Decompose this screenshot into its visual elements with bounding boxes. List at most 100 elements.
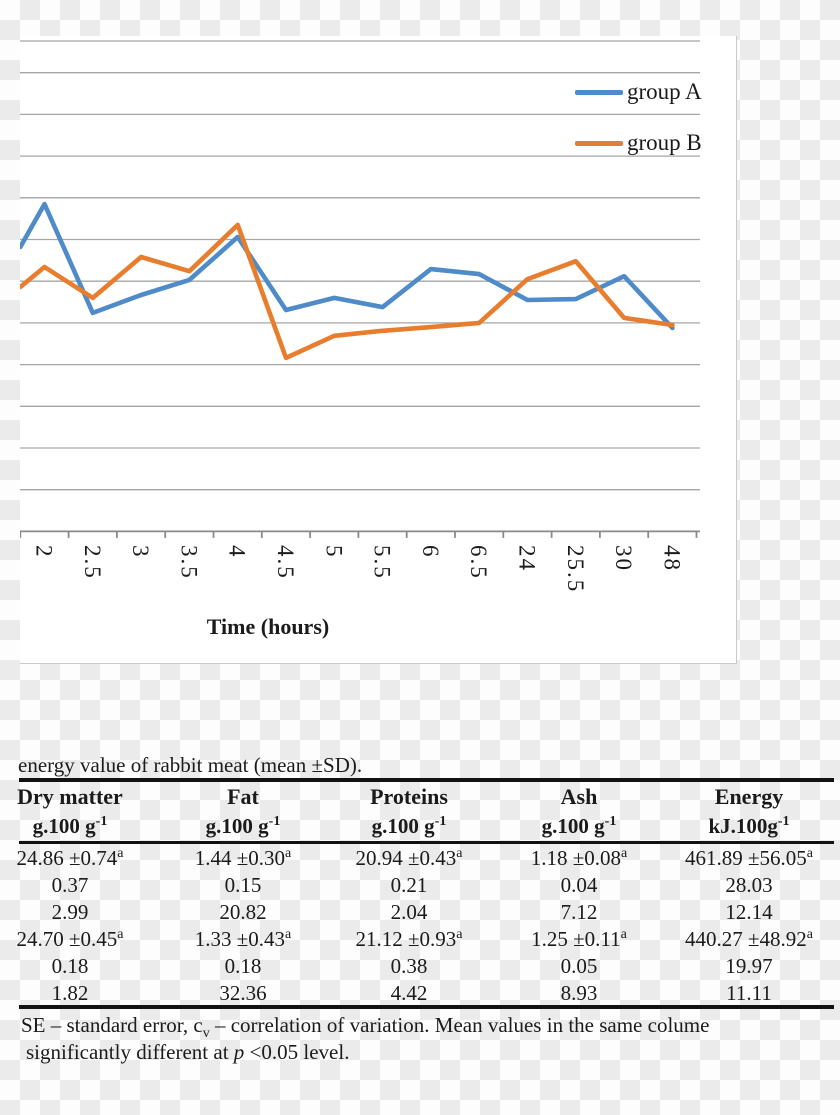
significance-superscript: a (620, 927, 627, 942)
significance-superscript: a (456, 846, 463, 861)
unit-base: kJ.100g (708, 814, 778, 838)
footnote-2-p-italic: p (233, 1040, 245, 1064)
legend-label-group-a: group A (627, 79, 702, 104)
chart-plot-area (20, 40, 700, 538)
x-tick-label-3: 3 (128, 545, 154, 559)
unit-exponent: -1 (604, 814, 617, 829)
cell-r4-c4: 1.25 ±0.11a (494, 926, 664, 952)
cell-value: 20.82 (219, 900, 267, 924)
unit-exponent: -1 (777, 814, 790, 829)
x-tick-label-2: 2 (31, 545, 57, 559)
cell-r3-c1: 2.99 (0, 899, 155, 925)
cell-value: 1.33 ±0.43 (194, 927, 286, 951)
significance-superscript: a (117, 927, 124, 942)
table-top-rule (19, 778, 834, 782)
cell-r6-c4: 8.93 (494, 980, 664, 1006)
cell-value: 24.86 ±0.74 (16, 846, 118, 870)
table-bottom-rule (19, 1005, 834, 1009)
series-line-group-a (20, 201, 675, 331)
cell-r6-c3: 4.42 (324, 980, 494, 1006)
cell-r2-c1: 0.37 (0, 872, 155, 898)
table-header-row: Dry matter Fat Proteins Ash Energy (0, 784, 840, 810)
x-tick-label-5.5: 5.5 (369, 545, 395, 580)
table-mid-rule (19, 841, 834, 844)
x-tick-label-2.5: 2.5 (79, 545, 105, 580)
x-tick-label-24: 24 (514, 545, 540, 572)
column-header-dry-matter: Dry matter (17, 784, 123, 809)
cell-value: 20.94 ±0.43 (355, 846, 457, 870)
significance-superscript: a (621, 846, 628, 861)
cell-value: 12.14 (725, 900, 773, 924)
cell-r3-c5: 12.14 (664, 899, 834, 925)
cell-r4-c3: 21.12 ±0.93a (324, 926, 494, 952)
footnote-1-pre: SE – standard error, c (21, 1013, 203, 1037)
unit-base: g.100 g (541, 814, 605, 838)
cell-r6-c1: 1.82 (0, 980, 155, 1006)
x-tick-label-48: 48 (659, 545, 685, 572)
table-units-row: g.100 g-1 g.100 g-1 g.100 g-1 g.100 g-1 kJ.1… (0, 813, 840, 839)
legend-item-group-a: group A (575, 79, 702, 105)
footnote-line-1: SE – standard error, cv – correlation of… (21, 1013, 709, 1042)
cell-value: 24.70 ±0.45 (16, 927, 118, 951)
footnote-line-2: significantly different at p <0.05 level… (26, 1040, 349, 1065)
cell-value: 21.12 ±0.93 (355, 927, 457, 951)
cell-r2-c2: 0.15 (158, 872, 328, 898)
unit-base: g.100 g (32, 814, 96, 838)
cell-value: 8.93 (560, 981, 598, 1005)
cell-r5-c3: 0.38 (324, 953, 494, 979)
column-header-fat: Fat (227, 784, 259, 809)
cell-r3-c2: 20.82 (158, 899, 328, 925)
significance-superscript: a (456, 927, 463, 942)
cell-value: 461.89 ±56.05 (685, 846, 807, 870)
x-tick-label-4.5: 4.5 (273, 545, 298, 580)
column-unit-2: g.100 g-1 (158, 813, 328, 839)
cell-value: 0.38 (390, 954, 428, 978)
cell-value: 1.82 (51, 981, 89, 1005)
cell-value: 0.18 (51, 954, 89, 978)
column-unit-1: g.100 g-1 (0, 813, 155, 839)
cell-r1-c4: 1.18 ±0.08a (494, 845, 664, 871)
footnote-2-post: <0.05 level. (244, 1040, 350, 1064)
cell-r4-c2: 1.33 ±0.43a (158, 926, 328, 952)
footnote-1-sub: v (202, 1026, 210, 1042)
cell-value: 2.04 (390, 900, 428, 924)
cell-r4-c5: 440.27 ±48.92a (664, 926, 834, 952)
legend-label-group-b: group B (627, 130, 702, 155)
cell-r1-c3: 20.94 ±0.43a (324, 845, 494, 871)
cell-r5-c1: 0.18 (0, 953, 155, 979)
x-tick-label-5: 5 (321, 545, 347, 559)
group-b-line-swatch (575, 140, 623, 146)
significance-superscript: a (285, 927, 292, 942)
unit-exponent: -1 (434, 814, 447, 829)
cell-value: 1.25 ±0.11 (531, 927, 621, 951)
unit-exponent: -1 (95, 814, 108, 829)
column-header-ash: Ash (560, 784, 598, 809)
cell-r1-c1: 24.86 ±0.74a (0, 845, 155, 871)
table-row-2: 0.37 0.15 0.21 0.04 28.03 (0, 872, 840, 898)
cell-value: 19.97 (725, 954, 773, 978)
table-caption: energy value of rabbit meat (mean ±SD). (18, 753, 363, 777)
cell-value: 1.44 ±0.30 (194, 846, 286, 870)
significance-superscript: a (806, 846, 813, 861)
x-tick-label-6: 6 (417, 545, 443, 559)
cell-value: 0.05 (560, 954, 598, 978)
cell-value: 1.18 ±0.08 (530, 846, 622, 870)
cell-value: 7.12 (560, 900, 598, 924)
table-row-1: 24.86 ±0.74a 1.44 ±0.30a 20.94 ±0.43a 1.18 … (0, 845, 840, 871)
cell-r6-c5: 11.11 (664, 980, 834, 1006)
unit-base: g.100 g (205, 814, 269, 838)
column-unit-3: g.100 g-1 (324, 813, 494, 839)
cell-r2-c5: 28.03 (664, 872, 834, 898)
cell-value: 11.11 (726, 981, 772, 1005)
column-unit-5: kJ.100g-1 (664, 813, 834, 839)
group-a-line-swatch (575, 89, 623, 95)
cell-value: 0.15 (224, 873, 262, 897)
cell-r3-c4: 7.12 (494, 899, 664, 925)
cell-value: 28.03 (725, 873, 773, 897)
cell-value: 0.18 (224, 954, 262, 978)
cell-r5-c4: 0.05 (494, 953, 664, 979)
cell-value: 440.27 ±48.92 (685, 927, 807, 951)
significance-superscript: a (806, 927, 813, 942)
legend-item-group-b: group B (575, 130, 702, 156)
x-axis-title: Time (hours) (206, 614, 330, 639)
